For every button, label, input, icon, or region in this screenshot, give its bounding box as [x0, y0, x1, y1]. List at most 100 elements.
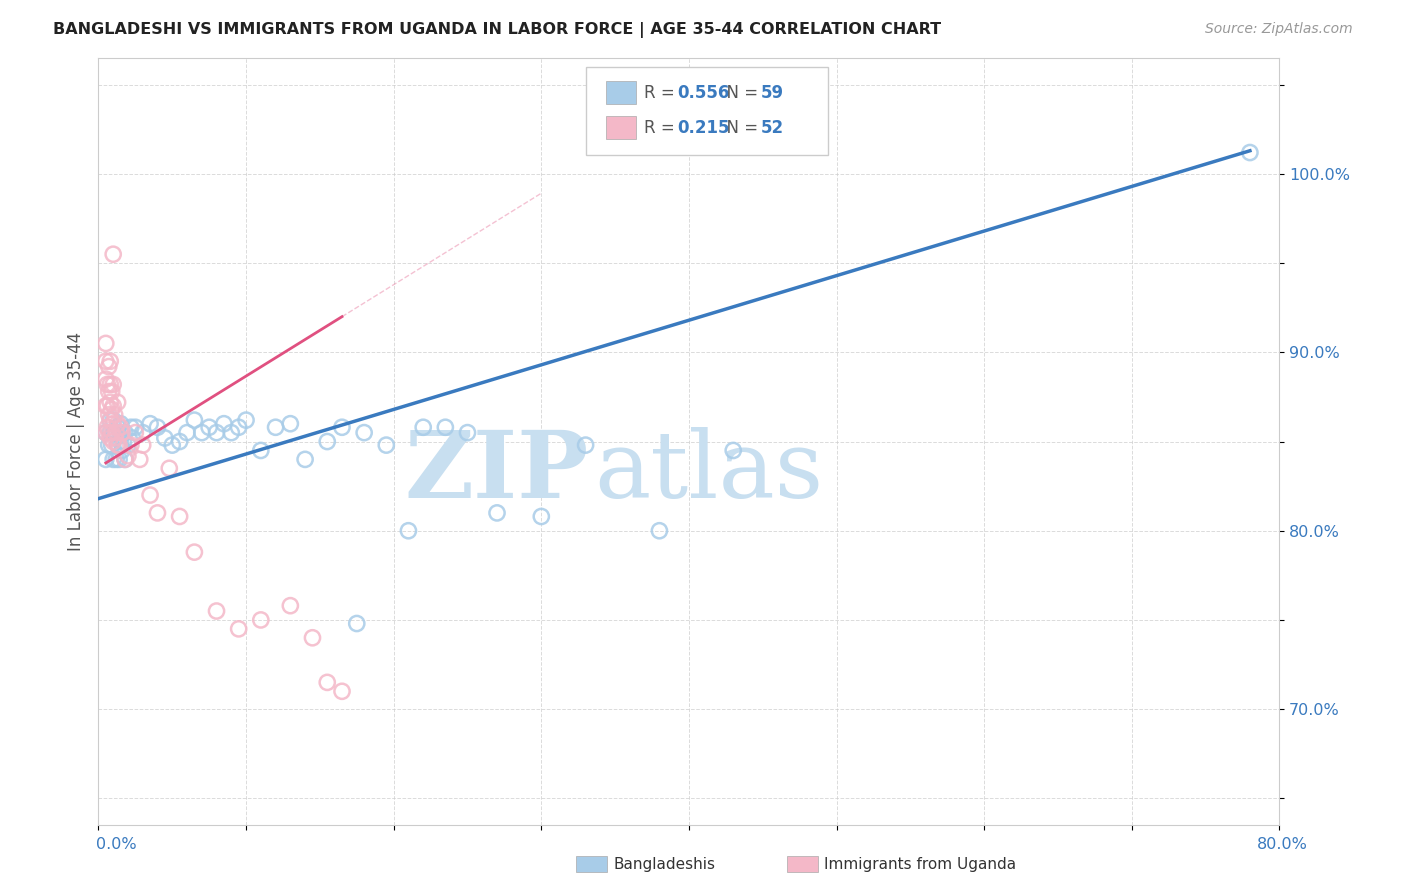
Point — [128, 452, 150, 467]
Text: Source: ZipAtlas.com: Source: ZipAtlas.com — [1205, 22, 1353, 37]
Point — [103, 417, 125, 431]
Text: 0.556: 0.556 — [678, 84, 730, 102]
Point — [100, 402, 122, 417]
Point — [107, 420, 129, 434]
Point — [121, 431, 143, 445]
Point — [97, 438, 120, 452]
Point — [103, 247, 125, 261]
Point — [94, 372, 117, 386]
Point — [103, 425, 125, 440]
Point — [316, 434, 339, 449]
Point — [110, 420, 132, 434]
Point — [107, 438, 129, 452]
Point — [530, 509, 553, 524]
Text: R =: R = — [644, 84, 681, 102]
Point — [103, 452, 125, 467]
Point — [97, 408, 120, 422]
Point — [94, 425, 117, 440]
Point — [412, 420, 434, 434]
Point — [100, 425, 122, 440]
Text: 59: 59 — [761, 84, 785, 102]
Point — [124, 420, 146, 434]
Point — [132, 425, 155, 440]
Text: N =: N = — [716, 84, 763, 102]
Point — [105, 425, 128, 440]
Point — [98, 354, 121, 368]
Text: 0.0%: 0.0% — [96, 838, 136, 852]
Text: ZIP: ZIP — [405, 427, 589, 517]
Point — [205, 425, 228, 440]
Text: Bangladeshis: Bangladeshis — [613, 857, 716, 871]
Point — [250, 443, 273, 458]
Point — [98, 413, 121, 427]
Point — [198, 420, 221, 434]
Text: N =: N = — [716, 119, 763, 136]
Point — [114, 425, 136, 440]
Point — [205, 604, 228, 618]
Point — [97, 384, 120, 399]
Text: 52: 52 — [761, 119, 785, 136]
Text: atlas: atlas — [595, 427, 824, 517]
Point — [146, 420, 169, 434]
Point — [120, 438, 142, 452]
Point — [301, 631, 323, 645]
Point — [139, 488, 162, 502]
Point — [294, 452, 316, 467]
Point — [114, 452, 136, 467]
Point — [162, 438, 183, 452]
Point — [117, 449, 139, 463]
Point — [94, 452, 117, 467]
Point — [457, 425, 479, 440]
Point — [375, 438, 398, 452]
Point — [105, 425, 128, 440]
Point — [103, 377, 125, 392]
Point — [94, 336, 117, 351]
Point — [107, 438, 129, 452]
Point — [105, 452, 128, 467]
Point — [723, 443, 745, 458]
Point — [103, 434, 125, 449]
Point — [104, 425, 127, 440]
Point — [124, 425, 146, 440]
FancyBboxPatch shape — [586, 67, 828, 155]
FancyBboxPatch shape — [606, 81, 636, 104]
Point — [117, 438, 139, 452]
Point — [575, 438, 598, 452]
Point — [97, 425, 120, 440]
Point — [104, 408, 127, 422]
Point — [212, 417, 235, 431]
Point — [100, 384, 122, 399]
Point — [280, 599, 302, 613]
Text: 80.0%: 80.0% — [1257, 838, 1308, 852]
Point — [330, 684, 353, 698]
Text: BANGLADESHI VS IMMIGRANTS FROM UGANDA IN LABOR FORCE | AGE 35-44 CORRELATION CHA: BANGLADESHI VS IMMIGRANTS FROM UGANDA IN… — [53, 22, 942, 38]
Text: Immigrants from Uganda: Immigrants from Uganda — [824, 857, 1017, 871]
Point — [346, 616, 368, 631]
Point — [103, 399, 125, 413]
Point — [97, 359, 120, 374]
Point — [96, 377, 118, 392]
Y-axis label: In Labor Force | Age 35-44: In Labor Force | Age 35-44 — [66, 332, 84, 551]
Point — [98, 377, 121, 392]
Point — [107, 395, 129, 409]
Point — [110, 417, 132, 431]
Point — [94, 354, 117, 368]
Point — [110, 434, 132, 449]
Point — [98, 425, 121, 440]
Point — [153, 431, 176, 445]
Point — [235, 413, 257, 427]
Point — [114, 452, 136, 467]
Point — [176, 425, 198, 440]
Point — [280, 417, 302, 431]
Point — [108, 452, 131, 467]
Point — [94, 425, 117, 440]
Text: R =: R = — [644, 119, 681, 136]
Point — [183, 413, 205, 427]
Point — [250, 613, 273, 627]
Point — [648, 524, 671, 538]
Point — [96, 399, 118, 413]
Point — [486, 506, 509, 520]
Point — [146, 506, 169, 520]
Point — [98, 431, 121, 445]
Point — [104, 431, 127, 445]
